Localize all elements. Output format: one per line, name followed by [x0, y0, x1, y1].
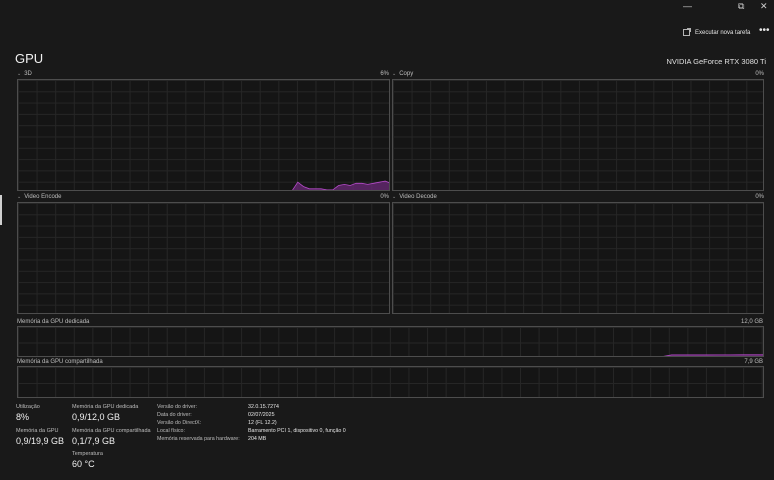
info-label: Data do driver: — [157, 412, 192, 418]
run-new-task-button[interactable]: Executar nova tarefa — [683, 28, 750, 38]
more-options-button[interactable]: ••• — [759, 25, 770, 36]
chevron-down-icon: ⌄ — [17, 194, 22, 200]
series-dedicated-mem-line — [663, 354, 763, 356]
dedicated-mem-label: Memória da GPU dedicada — [72, 404, 139, 410]
info-value: 32.0.15.7274 — [248, 404, 279, 410]
utilization-value: 8% — [16, 412, 30, 422]
series-3d-area — [292, 181, 389, 190]
graph-video-decode — [392, 202, 764, 314]
chevron-down-icon: ⌄ — [17, 71, 22, 77]
close-button[interactable]: ✕ — [760, 1, 768, 11]
info-label: Versão do DirectX: — [157, 420, 202, 426]
graph-video-decode-selector[interactable]: ⌄ Video Decode — [392, 194, 437, 200]
shared-mem-label: Memória da GPU compartilhada — [72, 428, 151, 434]
utilization-label: Utilização — [16, 404, 40, 410]
graph-copy — [392, 79, 764, 191]
nav-selection-indicator — [0, 195, 2, 225]
graph-3d-selector[interactable]: ⌄ 3D — [17, 71, 32, 77]
graph-video-encode-selector[interactable]: ⌄ Video Encode — [17, 194, 61, 200]
graph-copy-selector[interactable]: ⌄ Copy — [392, 71, 413, 77]
graph-video-encode — [17, 202, 390, 314]
graph-dedicated-mem-label: Memória da GPU dedicada — [17, 319, 90, 325]
gpu-mem-value: 0,9/19,9 GB — [16, 436, 65, 446]
gpu-mem-label: Memória da GPU — [16, 428, 59, 434]
graph-3d — [17, 79, 390, 191]
graph-3d-pct: 6% — [380, 71, 389, 77]
dedicated-mem-value: 0,9/12,0 GB — [72, 412, 121, 422]
temperature-label: Temperatura — [72, 451, 103, 457]
graph-video-encode-label: Video Encode — [24, 194, 62, 200]
info-value: 204 MB — [248, 436, 267, 442]
minimize-button[interactable]: — — [683, 1, 692, 11]
graph-3d-label: 3D — [24, 71, 32, 77]
info-value: Barramento PCI 1, dispositivo 0, função … — [248, 428, 346, 434]
graph-dedicated-mem-plot — [663, 354, 763, 356]
run-task-icon — [683, 28, 691, 38]
graph-video-encode-pct: 0% — [380, 194, 389, 200]
chevron-down-icon: ⌄ — [392, 71, 397, 77]
info-label: Local físico: — [157, 428, 185, 434]
shared-mem-value: 0,1/7,9 GB — [72, 436, 116, 446]
series-3d-line — [292, 180, 389, 190]
maximize-button[interactable]: ⧉ — [738, 1, 745, 11]
run-task-label: Executar nova tarefa — [695, 30, 751, 36]
graph-video-decode-label: Video Decode — [399, 194, 437, 200]
graph-dedicated-mem — [17, 326, 764, 357]
graph-shared-mem — [17, 366, 764, 398]
graph-video-decode-pct: 0% — [755, 194, 764, 200]
info-label: Memória reservada para hardware: — [157, 436, 240, 442]
page-title: GPU — [15, 51, 44, 66]
info-label: Versão do driver: — [157, 404, 198, 410]
graph-copy-label: Copy — [399, 71, 414, 77]
title-bar: — ⧉ ✕ — [0, 0, 774, 14]
graph-copy-pct: 0% — [755, 71, 764, 77]
info-value: 12 (FL 12.2) — [248, 420, 277, 426]
gpu-model-name: NVIDIA GeForce RTX 3080 Ti — [666, 57, 767, 66]
chevron-down-icon: ⌄ — [392, 194, 397, 200]
series-dedicated-mem-area — [665, 354, 763, 356]
temperature-value: 60 °C — [72, 459, 95, 469]
info-value: 02/07/2025 — [248, 412, 275, 418]
graph-dedicated-mem-max: 12,0 GB — [740, 319, 763, 325]
toolbar: Executar nova tarefa ••• — [0, 25, 774, 40]
graph-shared-mem-max: 7,9 GB — [744, 359, 763, 365]
graph-3d-plot — [292, 180, 389, 190]
graph-shared-mem-label: Memória da GPU compartilhada — [17, 359, 103, 365]
